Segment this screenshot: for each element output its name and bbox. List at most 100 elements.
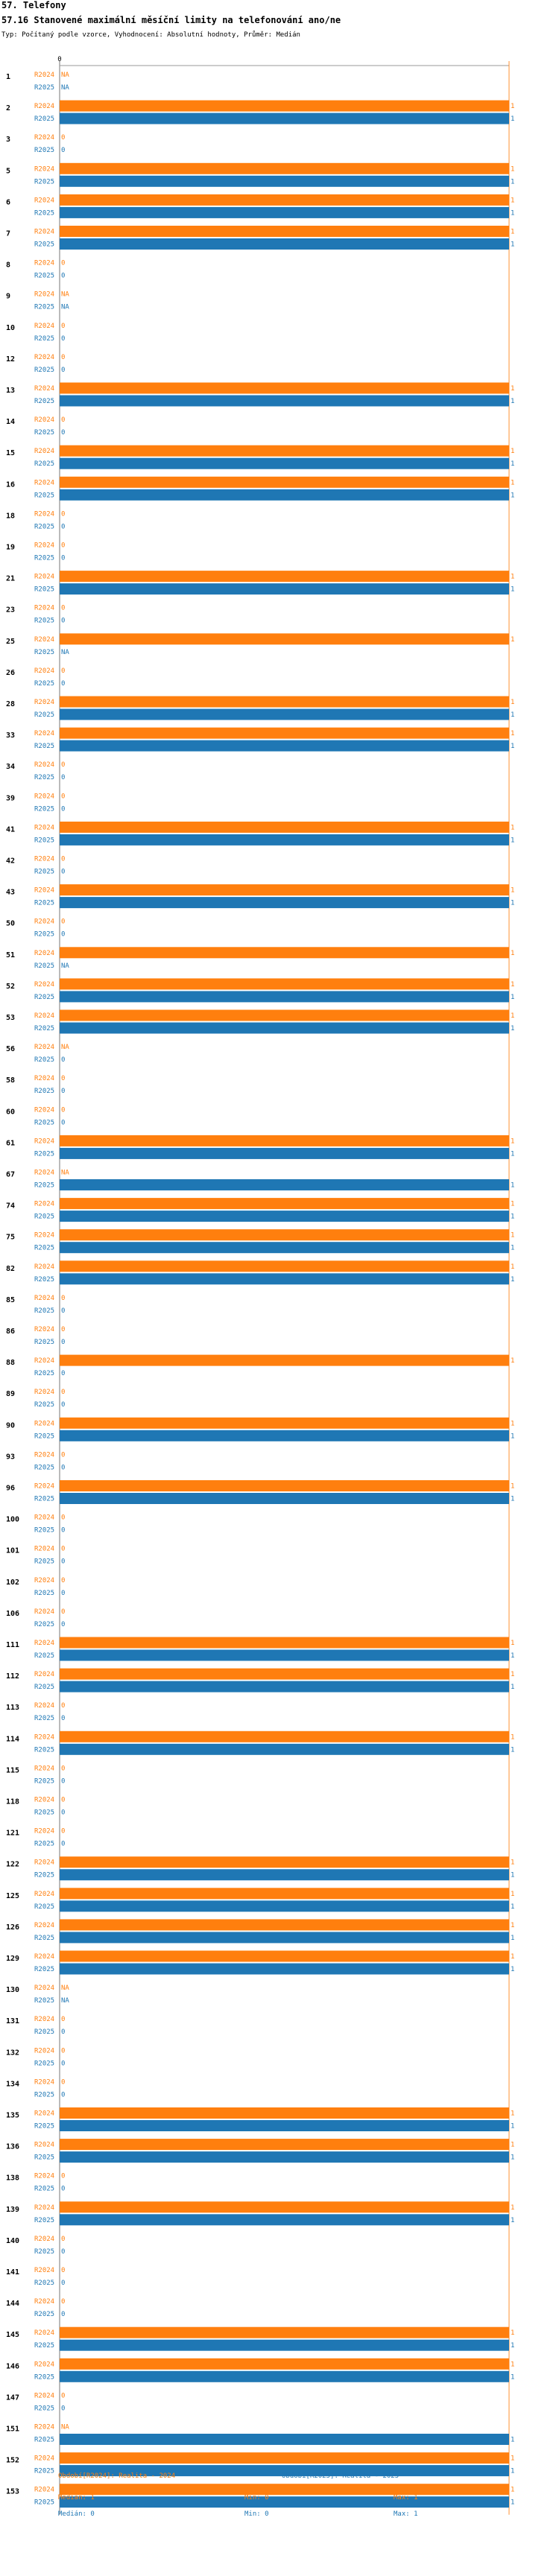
value-label-r2025: 1 <box>511 209 514 217</box>
series-label-r2024: R2024 <box>34 323 54 330</box>
value-label-r2024: 1 <box>511 2204 514 2212</box>
series-label-r2025: R2025 <box>34 2437 54 2444</box>
category-label: 106 <box>6 1610 19 1618</box>
bar-r2025 <box>60 206 509 218</box>
series-label-r2024: R2024 <box>34 1075 54 1082</box>
value-label-r2025: 0 <box>61 680 65 688</box>
category-label: 112 <box>6 1672 19 1681</box>
bar-r2025 <box>60 1681 509 1693</box>
value-label-r2024: 0 <box>61 2016 65 2023</box>
value-label-r2025: 0 <box>61 2311 65 2318</box>
bar-r2024 <box>60 445 509 457</box>
value-label-r2024: 1 <box>511 574 514 581</box>
category-label: 34 <box>6 763 15 771</box>
value-label-r2024: 1 <box>511 981 514 989</box>
series-label-r2024: R2024 <box>34 2267 54 2274</box>
bar-r2024 <box>60 978 509 990</box>
series-label-r2025: R2025 <box>34 1841 54 1848</box>
category-label: 41 <box>6 825 15 834</box>
series-label-r2024: R2024 <box>34 1138 54 1145</box>
legend-r2025-min: Min: 0 <box>244 2510 269 2518</box>
category-label: 100 <box>6 1516 19 1524</box>
series-label-r2024: R2024 <box>34 2173 54 2180</box>
bar-r2024 <box>60 162 509 174</box>
series-label-r2025: R2025 <box>34 1872 54 1879</box>
category-label: 53 <box>6 1014 15 1022</box>
value-label-r2024: 0 <box>61 1075 65 1082</box>
value-label-r2024: 1 <box>511 1012 514 1020</box>
series-label-r2024: R2024 <box>34 1546 54 1553</box>
series-label-r2025: R2025 <box>34 1307 54 1315</box>
value-label-r2024: 1 <box>511 1953 514 1961</box>
bar-r2024 <box>60 1135 509 1146</box>
value-label-r2025: 0 <box>61 1621 65 1628</box>
value-label-r2025: 0 <box>61 1809 65 1817</box>
series-label-r2024: R2024 <box>34 416 54 424</box>
series-label-r2024: R2024 <box>34 981 54 989</box>
section-title: 57. Telefony <box>1 0 66 10</box>
value-label-r2025: 0 <box>61 1527 65 1535</box>
bar-r2024 <box>60 1919 509 1931</box>
value-label-r2025: 1 <box>511 1652 514 1660</box>
value-label-r2024: 0 <box>61 605 65 612</box>
category-label: 5 <box>6 167 10 175</box>
series-label-r2025: R2025 <box>34 1935 54 1942</box>
series-label-r2024: R2024 <box>34 1389 54 1396</box>
series-label-r2024: R2024 <box>34 1733 54 1741</box>
bar-r2025 <box>60 834 509 846</box>
value-label-r2024: 0 <box>61 1451 65 1459</box>
series-label-r2025: R2025 <box>34 900 54 907</box>
value-label-r2025: 0 <box>61 1558 65 1566</box>
value-label-r2025: 0 <box>61 273 65 280</box>
value-label-r2025: 1 <box>511 711 514 719</box>
series-label-r2024: R2024 <box>34 1608 54 1616</box>
category-label: 14 <box>6 418 15 426</box>
series-label-r2024: R2024 <box>34 2392 54 2399</box>
series-label-r2025: R2025 <box>34 1715 54 1722</box>
value-label-r2025: 1 <box>511 1746 514 1754</box>
series-label-r2025: R2025 <box>34 1119 54 1126</box>
bar-r2024 <box>60 633 509 645</box>
value-label-r2024: 0 <box>61 1295 65 1302</box>
value-label-r2025: NA <box>61 649 69 656</box>
value-label-r2024: 0 <box>61 1546 65 1553</box>
value-label-r2024: 0 <box>61 1514 65 1522</box>
chart-subtitle: Typ: Počítaný podle vzorce, Vyhodnocení:… <box>1 31 300 39</box>
series-label-r2025: R2025 <box>34 1966 54 1973</box>
value-label-r2024: 0 <box>61 1106 65 1114</box>
category-label: 28 <box>6 700 15 708</box>
category-label: 85 <box>6 1296 15 1304</box>
bar-r2024 <box>60 1950 509 1962</box>
category-label: 75 <box>6 1234 15 1242</box>
value-label-r2024: 1 <box>511 1922 514 1929</box>
category-label: 130 <box>6 1986 19 1994</box>
category-label: 23 <box>6 606 15 615</box>
value-label-r2024: 0 <box>61 510 65 518</box>
value-label-r2025: 0 <box>61 2405 65 2412</box>
series-label-r2025: R2025 <box>34 398 54 405</box>
value-label-r2025: 1 <box>511 586 514 594</box>
value-label-r2025: 0 <box>61 2280 65 2287</box>
value-label-r2025: 1 <box>511 1872 514 1879</box>
series-label-r2024: R2024 <box>34 2424 54 2431</box>
value-label-r2025: 0 <box>61 2248 65 2256</box>
series-label-r2024: R2024 <box>34 730 54 737</box>
series-label-r2025: R2025 <box>34 1214 54 1221</box>
series-label-r2024: R2024 <box>34 2329 54 2337</box>
category-label: 89 <box>6 1390 15 1398</box>
series-label-r2024: R2024 <box>34 103 54 110</box>
series-label-r2024: R2024 <box>34 2142 54 2149</box>
bar-r2024 <box>60 1198 509 1210</box>
category-label: 141 <box>6 2268 19 2277</box>
series-label-r2024: R2024 <box>34 510 54 518</box>
category-label: 111 <box>6 1641 19 1649</box>
value-label-r2024: 1 <box>511 699 514 706</box>
value-label-r2025: 0 <box>61 1119 65 1126</box>
value-label-r2024: 1 <box>511 887 514 895</box>
category-label: 25 <box>6 638 15 646</box>
value-label-r2024: 1 <box>511 1201 514 1208</box>
category-label: 10 <box>6 324 15 332</box>
category-label: 56 <box>6 1045 15 1053</box>
value-label-r2024: 0 <box>61 1828 65 1836</box>
